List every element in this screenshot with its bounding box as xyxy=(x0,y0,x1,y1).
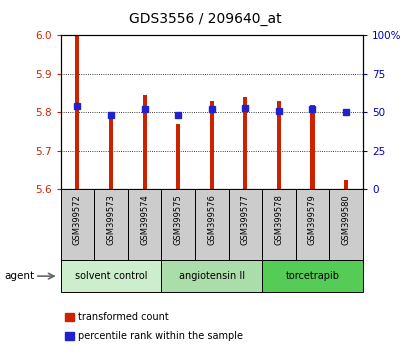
Bar xyxy=(310,105,314,189)
Bar xyxy=(142,95,146,189)
Text: transformed count: transformed count xyxy=(78,312,168,322)
Text: GSM399577: GSM399577 xyxy=(240,194,249,245)
Bar xyxy=(261,189,295,260)
Bar xyxy=(295,189,328,260)
Text: GSM399578: GSM399578 xyxy=(274,194,283,245)
Bar xyxy=(195,189,228,260)
Bar xyxy=(228,189,261,260)
Bar xyxy=(161,189,195,260)
Bar xyxy=(243,97,247,189)
Bar xyxy=(176,124,180,189)
Text: percentile rank within the sample: percentile rank within the sample xyxy=(78,331,242,341)
Text: GSM399580: GSM399580 xyxy=(341,194,350,245)
Text: torcetrapib: torcetrapib xyxy=(285,271,339,281)
Bar xyxy=(65,313,74,321)
Bar xyxy=(209,101,213,189)
Text: GSM399575: GSM399575 xyxy=(173,194,182,245)
Text: GSM399574: GSM399574 xyxy=(140,194,149,245)
Bar xyxy=(128,189,161,260)
Bar xyxy=(75,35,79,189)
Text: solvent control: solvent control xyxy=(74,271,147,281)
Text: GSM399579: GSM399579 xyxy=(307,194,316,245)
Bar xyxy=(261,260,362,292)
Text: GDS3556 / 209640_at: GDS3556 / 209640_at xyxy=(128,12,281,27)
Bar xyxy=(65,332,74,340)
Bar xyxy=(94,189,128,260)
Bar xyxy=(61,189,94,260)
Text: GSM399572: GSM399572 xyxy=(73,194,82,245)
Text: GSM399576: GSM399576 xyxy=(207,194,216,245)
Bar xyxy=(276,101,280,189)
Bar xyxy=(328,189,362,260)
Bar xyxy=(61,260,161,292)
Text: angiotensin II: angiotensin II xyxy=(178,271,244,281)
Bar xyxy=(161,260,261,292)
Bar xyxy=(343,180,347,189)
Bar xyxy=(109,114,113,189)
Text: GSM399573: GSM399573 xyxy=(106,194,115,245)
Text: agent: agent xyxy=(4,271,34,281)
